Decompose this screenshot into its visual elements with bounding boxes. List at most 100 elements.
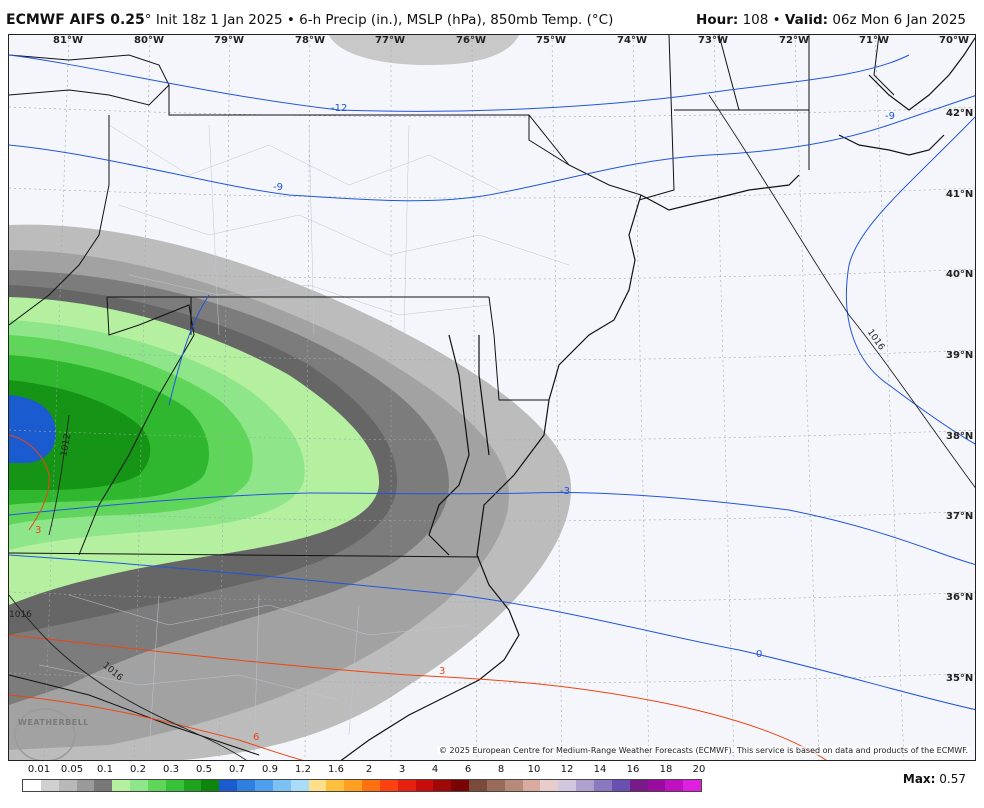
legend-tick-label: 0.9 bbox=[262, 764, 278, 775]
legend-swatch bbox=[397, 780, 416, 791]
model-name: ECMWF AIFS 0.25 bbox=[6, 12, 145, 28]
legend-tick-label: 4 bbox=[431, 764, 439, 775]
legend-swatch bbox=[112, 780, 131, 791]
legend-colorbar bbox=[22, 779, 702, 792]
precip-area-blue bbox=[9, 395, 56, 463]
legend-swatch bbox=[219, 780, 238, 791]
contour-label: -3 bbox=[560, 486, 570, 497]
map-title: ECMWF AIFS 0.25° Init 18z 1 Jan 2025 • 6… bbox=[6, 12, 613, 28]
lon-label: 81°W bbox=[53, 35, 83, 46]
legend-tick-label: 0.05 bbox=[60, 764, 84, 775]
legend-swatch bbox=[165, 780, 184, 791]
lon-label: 76°W bbox=[456, 35, 486, 46]
legend-tick-label: 0.01 bbox=[27, 764, 51, 775]
valid-label: Valid: bbox=[784, 12, 829, 28]
legend-tick-label: 2 bbox=[365, 764, 373, 775]
legend-swatch bbox=[683, 780, 702, 791]
lon-label: 80°W bbox=[134, 35, 164, 46]
legend-swatch bbox=[362, 780, 380, 791]
weather-map[interactable]: -12 -9 -9 -3 0 3 3 6 1016 1016 1012 1016 bbox=[8, 34, 976, 761]
legend-swatch bbox=[594, 780, 612, 791]
legend-tick-label: 0.3 bbox=[163, 764, 179, 775]
map-subtitle: Init 18z 1 Jan 2025 • 6-h Precip (in.), … bbox=[155, 12, 614, 28]
lon-label: 79°W bbox=[214, 35, 244, 46]
legend-swatch bbox=[147, 780, 166, 791]
legend-tick-label: 20 bbox=[692, 764, 706, 775]
legend-swatch bbox=[647, 780, 666, 791]
legend-swatch bbox=[629, 780, 648, 791]
logo-icon bbox=[14, 708, 76, 760]
legend-swatch bbox=[611, 780, 630, 791]
lon-label: 72°W bbox=[779, 35, 809, 46]
legend-swatch bbox=[58, 780, 77, 791]
legend-tick-label: 3 bbox=[398, 764, 406, 775]
legend-tick-label: 0.2 bbox=[130, 764, 146, 775]
lat-label: 39°N bbox=[946, 350, 974, 361]
legend-swatch bbox=[486, 780, 505, 791]
legend-swatch bbox=[504, 780, 523, 791]
header: ECMWF AIFS 0.25° Init 18z 1 Jan 2025 • 6… bbox=[0, 0, 984, 34]
lon-label: 75°W bbox=[536, 35, 566, 46]
legend-swatch bbox=[522, 780, 541, 791]
legend-swatch bbox=[433, 780, 452, 791]
contour-label: 3 bbox=[35, 525, 42, 536]
legend-swatch bbox=[94, 780, 113, 791]
county-lines bbox=[38, 124, 570, 756]
contour-label: -9 bbox=[273, 182, 283, 193]
legend-swatch bbox=[76, 780, 95, 791]
contour-label: -12 bbox=[331, 103, 348, 114]
map-canvas bbox=[9, 35, 975, 760]
coastline bbox=[340, 36, 975, 760]
legend-swatch bbox=[272, 780, 291, 791]
legend-swatch bbox=[379, 780, 398, 791]
lat-label: 36°N bbox=[946, 592, 974, 603]
legend-swatch bbox=[451, 780, 470, 791]
legend-swatch bbox=[290, 780, 309, 791]
legend-tick-label: 0.7 bbox=[229, 764, 245, 775]
hour-label: Hour: bbox=[696, 12, 739, 28]
legend-swatch bbox=[308, 780, 327, 791]
temp-contours-red bbox=[9, 434, 827, 760]
lat-label: 42°N bbox=[946, 108, 974, 119]
legend-swatch bbox=[23, 780, 41, 791]
temp-contours-blue bbox=[9, 54, 975, 711]
precip-legend: 0.01 0.05 0.1 0.2 0.3 0.5 0.7 0.9 1.2 1.6 2 3 4 6 8 10 1… bbox=[22, 764, 705, 794]
legend-tick-label: 0.1 bbox=[97, 764, 113, 775]
legend-tick-label: 6 bbox=[464, 764, 472, 775]
legend-swatch bbox=[415, 780, 434, 791]
valid-time: Hour: 108 • Valid: 06z Mon 6 Jan 2025 bbox=[696, 12, 966, 28]
lon-label: 70°W bbox=[939, 35, 969, 46]
legend-swatch bbox=[183, 780, 202, 791]
degree-sign: ° bbox=[144, 12, 152, 28]
legend-swatch bbox=[237, 780, 255, 791]
legend-swatch bbox=[558, 780, 577, 791]
pressure-contours bbox=[9, 94, 975, 760]
legend-swatch bbox=[469, 780, 487, 791]
legend-swatch bbox=[130, 780, 148, 791]
legend-swatch bbox=[576, 780, 594, 791]
legend-tick-label: 16 bbox=[626, 764, 640, 775]
contour-label: 6 bbox=[253, 732, 260, 743]
valid-value: 06z Mon 6 Jan 2025 bbox=[832, 12, 966, 28]
contour-label: 3 bbox=[439, 666, 446, 677]
legend-swatch bbox=[254, 780, 273, 791]
hour-value: 108 bbox=[742, 12, 769, 28]
copyright-notice: © 2025 European Centre for Medium-Range … bbox=[437, 746, 970, 755]
legend-tick-label: 14 bbox=[593, 764, 607, 775]
graticule bbox=[9, 35, 975, 760]
logo-text: WEATHERBELL bbox=[18, 718, 89, 727]
legend-tick-label: 1.6 bbox=[328, 764, 344, 775]
max-number: 0.57 bbox=[939, 772, 966, 786]
legend-tick-label: 1.2 bbox=[295, 764, 311, 775]
max-value: Max: 0.57 bbox=[903, 772, 966, 786]
legend-tick-label: 8 bbox=[497, 764, 505, 775]
lat-label: 41°N bbox=[946, 189, 974, 200]
lat-label: 40°N bbox=[946, 269, 974, 280]
legend-swatch bbox=[540, 780, 559, 791]
legend-swatch bbox=[326, 780, 345, 791]
contour-label: 0 bbox=[756, 649, 763, 660]
lon-label: 78°W bbox=[295, 35, 325, 46]
precip-area-top-gray bbox=[329, 35, 519, 65]
lon-label: 71°W bbox=[859, 35, 889, 46]
legend-swatch bbox=[40, 780, 59, 791]
